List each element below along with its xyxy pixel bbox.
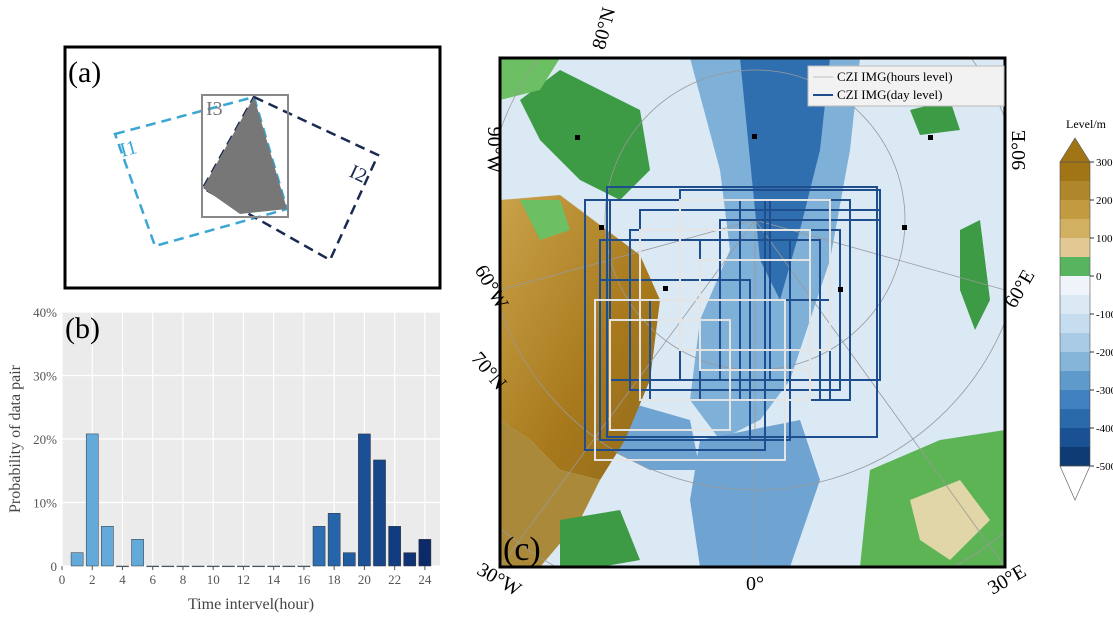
colorbar-band bbox=[1060, 257, 1090, 276]
footprint-label: I2 bbox=[346, 161, 370, 188]
x-tick-label: 18 bbox=[328, 572, 341, 587]
colorbar-tick-label: 2000 bbox=[1096, 195, 1113, 207]
colorbar-band bbox=[1060, 447, 1090, 466]
x-tick-label: 2 bbox=[89, 572, 96, 587]
legend-label: CZI IMG(hours level) bbox=[837, 69, 953, 84]
colorbar-band bbox=[1060, 276, 1090, 295]
colorbar-title: Level/m bbox=[1066, 117, 1107, 131]
colorbar-band bbox=[1060, 371, 1090, 390]
y-tick-label: 30% bbox=[33, 369, 57, 384]
bar bbox=[283, 566, 295, 567]
lon-label: 90°W bbox=[483, 127, 505, 174]
bar bbox=[343, 553, 355, 566]
colorbar-tick-label: -3000 bbox=[1096, 385, 1113, 397]
colorbar-band bbox=[1060, 238, 1090, 257]
y-axis-label: Probability of data pair bbox=[7, 364, 24, 513]
bar bbox=[389, 526, 401, 566]
y-tick-label: 20% bbox=[33, 432, 57, 447]
colorbar-band bbox=[1060, 219, 1090, 238]
colorbar-band bbox=[1060, 409, 1090, 428]
lat-label: 80°N bbox=[588, 5, 620, 52]
bar bbox=[132, 539, 144, 566]
colorbar-band bbox=[1060, 333, 1090, 352]
colorbar-band bbox=[1060, 428, 1090, 447]
bar bbox=[162, 566, 174, 567]
figure: (a) I1 I2 I3 (b) Time intervel(hour) Pro… bbox=[0, 0, 1113, 615]
map-legend: CZI IMG(hours level) CZI IMG(day level) bbox=[808, 66, 1004, 106]
x-tick-label: 6 bbox=[149, 572, 156, 587]
colorbar-band bbox=[1060, 200, 1090, 219]
colorbar-tick-label: 3000 bbox=[1096, 157, 1113, 169]
x-tick-label: 12 bbox=[237, 572, 250, 587]
colorbar-tick-label: 0 bbox=[1096, 271, 1102, 283]
colorbar-tick-label: -4000 bbox=[1096, 423, 1113, 435]
bar bbox=[373, 460, 385, 566]
bar bbox=[101, 526, 113, 566]
colorbar-band bbox=[1060, 314, 1090, 333]
panel-label: (b) bbox=[65, 312, 100, 345]
bar bbox=[192, 566, 204, 567]
x-tick-label: 24 bbox=[418, 572, 432, 587]
colorbar-tick-label: -5000 bbox=[1096, 461, 1113, 473]
x-tick-label: 8 bbox=[180, 572, 187, 587]
x-tick-label: 20 bbox=[358, 572, 371, 587]
x-tick-label: 10 bbox=[207, 572, 220, 587]
bar bbox=[253, 566, 265, 567]
bar bbox=[328, 513, 340, 566]
colorbar-band bbox=[1060, 390, 1090, 409]
panel-label: (c) bbox=[503, 531, 541, 568]
x-tick-label: 22 bbox=[388, 572, 401, 587]
x-axis-label: Time intervel(hour) bbox=[188, 596, 314, 613]
bar bbox=[313, 526, 325, 566]
x-tick-label: 0 bbox=[59, 572, 66, 587]
colorbar-band bbox=[1060, 162, 1090, 181]
x-tick-label: 4 bbox=[119, 572, 126, 587]
bar bbox=[358, 434, 370, 566]
lon-label: 90°E bbox=[1008, 130, 1030, 170]
bar bbox=[86, 434, 98, 566]
panel-b bbox=[62, 312, 440, 567]
colorbar-band bbox=[1060, 181, 1090, 200]
panel-a: (a) I1 I2 I3 bbox=[65, 47, 440, 288]
bar bbox=[404, 553, 416, 566]
legend-label: CZI IMG(day level) bbox=[837, 87, 942, 102]
page: (a) I1 I2 I3 (b) Time intervel(hour) Pro… bbox=[0, 0, 1113, 620]
bar bbox=[222, 566, 234, 567]
bar bbox=[71, 553, 83, 566]
colorbar-tick-label: -2000 bbox=[1096, 347, 1113, 359]
x-tick-label: 16 bbox=[297, 572, 311, 587]
panel-label: (a) bbox=[68, 56, 101, 89]
colorbar-extend bbox=[1060, 138, 1090, 162]
x-tick-label: 14 bbox=[267, 572, 281, 587]
bar bbox=[419, 539, 431, 566]
y-tick-label: 10% bbox=[33, 496, 57, 511]
colorbar-band bbox=[1060, 352, 1090, 371]
footprint-label: I1 bbox=[118, 136, 140, 162]
colorbar-extend bbox=[1060, 466, 1090, 500]
y-tick-label: 40% bbox=[33, 305, 57, 320]
lon-label: 0° bbox=[746, 573, 764, 595]
footprint-label: I3 bbox=[206, 98, 223, 120]
y-tick-label: 0 bbox=[51, 559, 58, 574]
colorbar-band bbox=[1060, 295, 1090, 314]
